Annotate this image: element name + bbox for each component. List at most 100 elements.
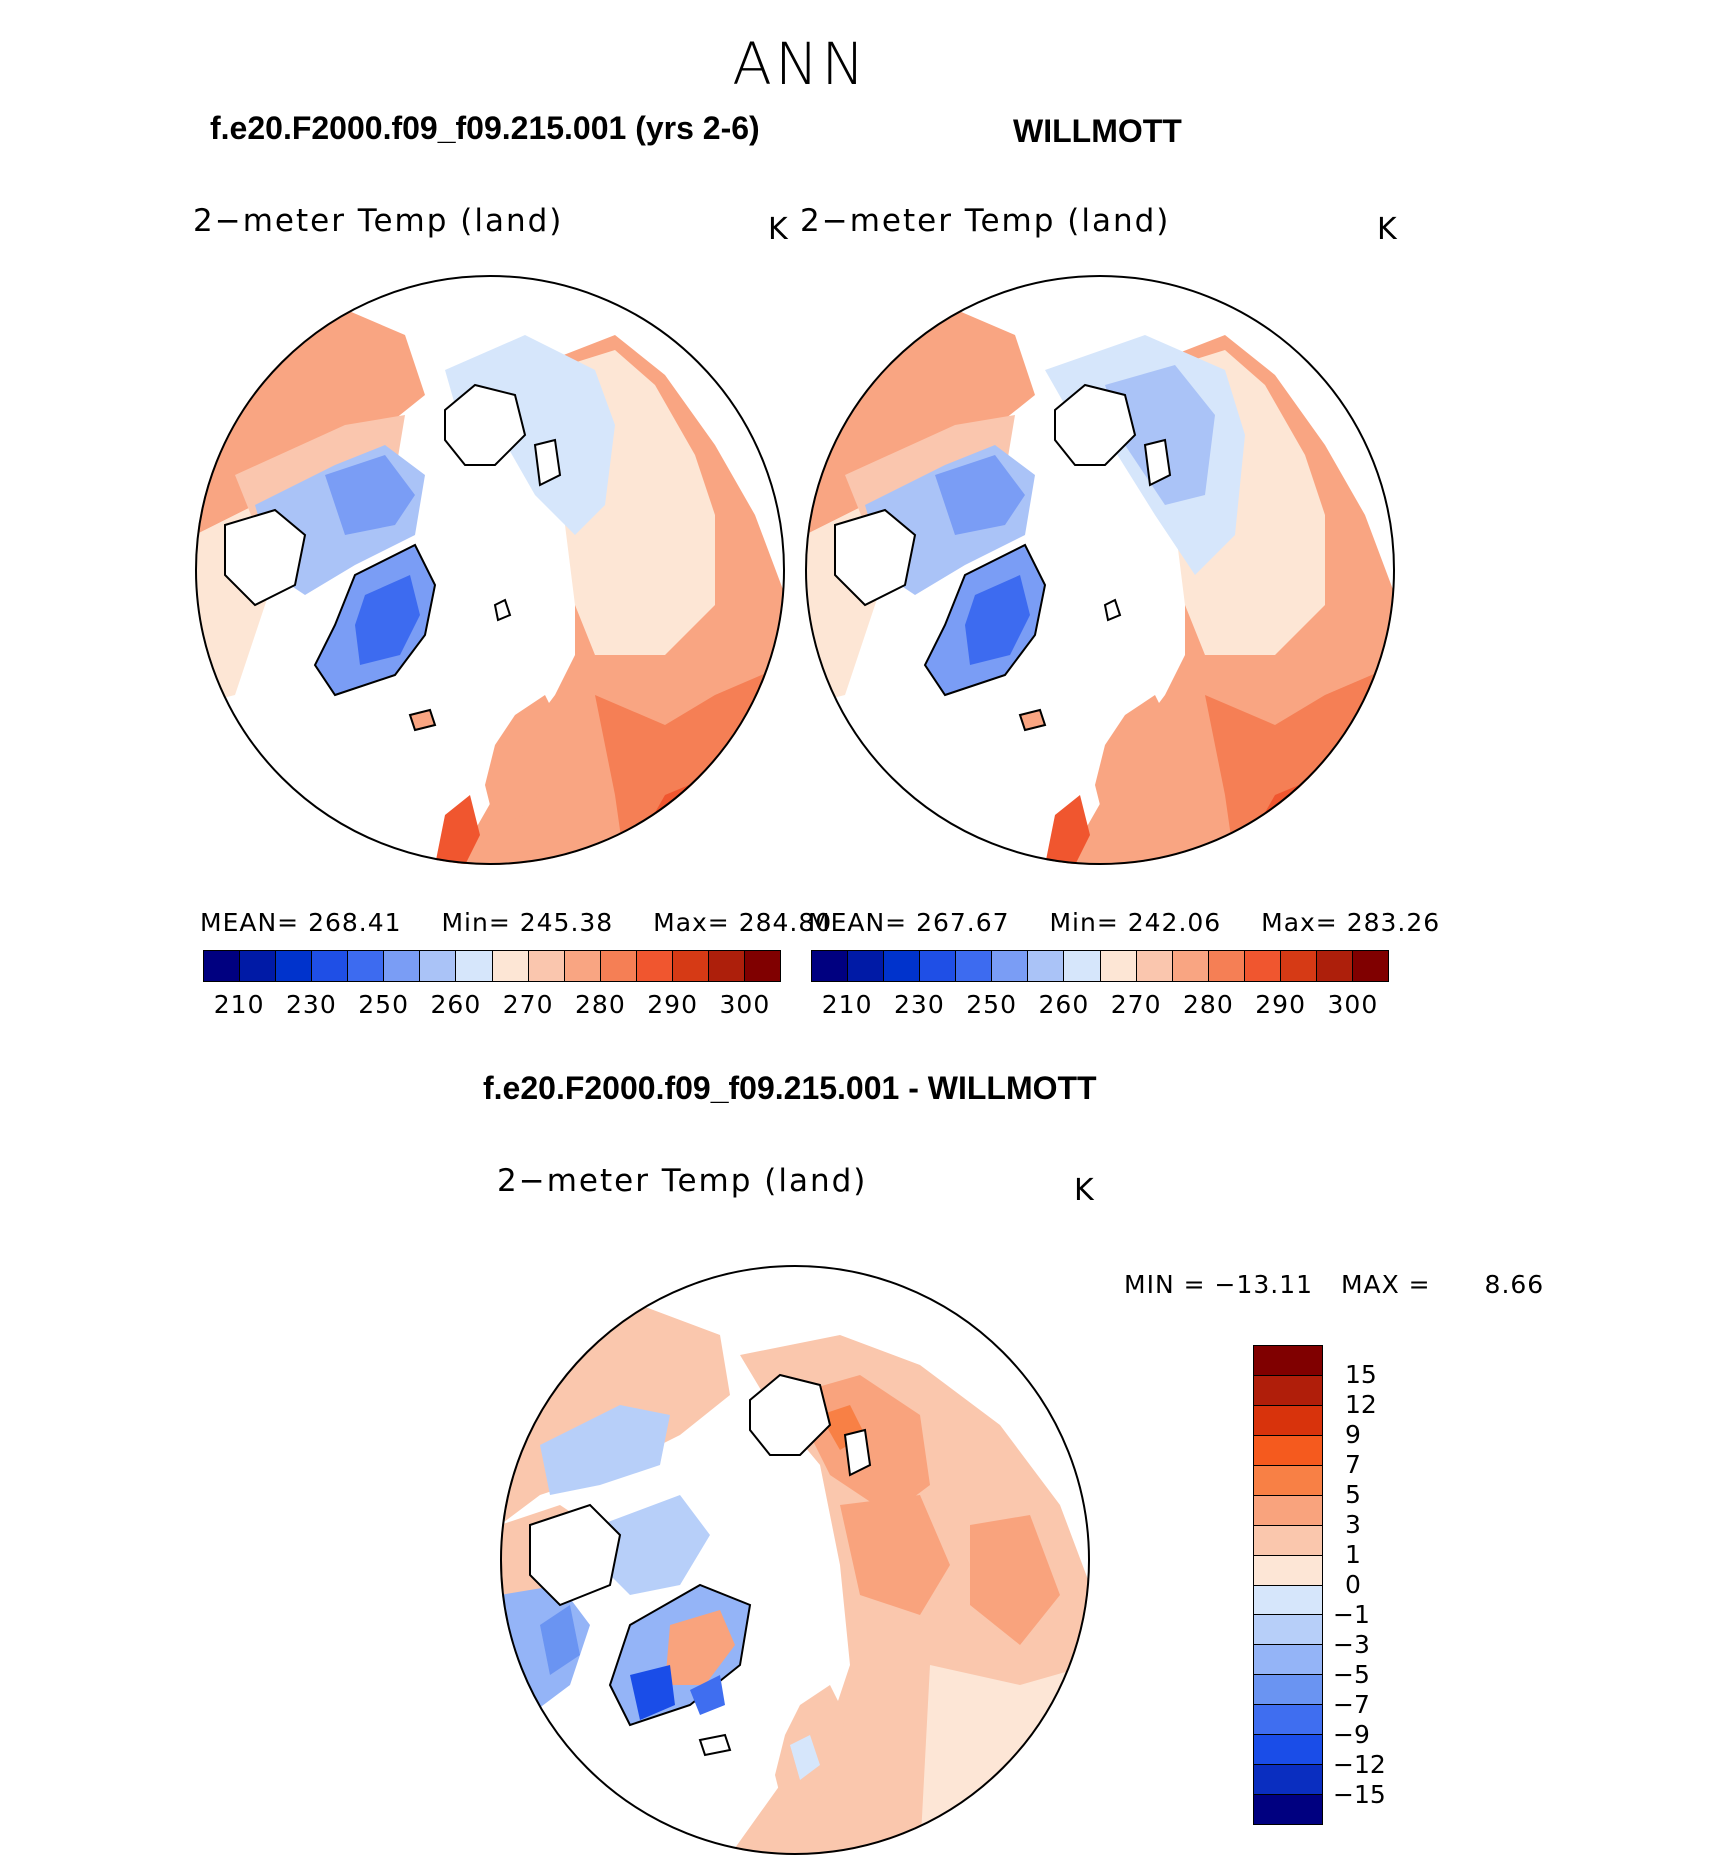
panel-1-colorbar-ticks: 210 230 250 260 270 280 290 300 bbox=[203, 990, 781, 1022]
panel-1-polar-map bbox=[195, 275, 785, 865]
panel-2-mean-label: MEAN= bbox=[808, 908, 908, 937]
diff-colorbar-tick-label: 12 bbox=[1345, 1390, 1377, 1419]
panel-2-case-title: WILLMOTT bbox=[1013, 113, 1182, 149]
diff-colorbar-swatch bbox=[1254, 1585, 1322, 1616]
panel-2-colorbar-swatch bbox=[1244, 951, 1281, 981]
diff-minmax: MIN = −13.11 MAX = 8.66 bbox=[1124, 1270, 1544, 1299]
panel-1-colorbar-swatch bbox=[672, 951, 709, 981]
diff-colorbar-tick-label: −1 bbox=[1333, 1600, 1370, 1629]
panel-2-colorbar-tick-label: 300 bbox=[1327, 990, 1379, 1019]
panel-2-mean-value: 267.67 bbox=[916, 908, 1010, 937]
diff-colorbar-swatch bbox=[1254, 1675, 1322, 1706]
panel-2-variable-label: 2−meter Temp (land) bbox=[800, 203, 1171, 239]
panel-2-colorbar-swatch bbox=[1100, 951, 1137, 981]
diff-colorbar-tick-label: −9 bbox=[1333, 1720, 1370, 1749]
panel-2-stats: MEAN= 267.67 Min= 242.06 Max= 283.26 bbox=[808, 908, 1440, 937]
diff-colorbar-ticks: 15 12 9 7 5 3 1 0 −1 −3 −5 −7 −9 −12 −15 bbox=[1333, 1345, 1433, 1825]
diff-colorbar-tick-label: 15 bbox=[1345, 1360, 1377, 1389]
panel-2-colorbar bbox=[811, 950, 1389, 982]
panel-2-colorbar-swatch bbox=[956, 951, 993, 981]
diff-colorbar-swatch bbox=[1254, 1705, 1322, 1736]
panel-1-colorbar bbox=[203, 950, 781, 982]
panel-1-colorbar-tick-label: 290 bbox=[647, 990, 698, 1019]
diff-colorbar-swatch bbox=[1254, 1615, 1322, 1646]
diff-colorbar-swatch bbox=[1254, 1495, 1322, 1526]
panel-1-colorbar-swatch bbox=[348, 951, 385, 981]
panel-2-colorbar-swatch bbox=[1028, 951, 1065, 981]
diff-colorbar-tick-label: 7 bbox=[1345, 1450, 1361, 1479]
panel-1-case-title: f.e20.F2000.f09_f09.215.001 (yrs 2-6) bbox=[210, 110, 760, 146]
panel-1-colorbar-swatch bbox=[600, 951, 637, 981]
diff-colorbar-swatch bbox=[1254, 1525, 1322, 1556]
diff-colorbar-swatch bbox=[1254, 1346, 1322, 1376]
panel-1-colorbar-swatch bbox=[564, 951, 601, 981]
panel-2-max-label: Max= bbox=[1261, 908, 1338, 937]
diff-colorbar-tick-label: −3 bbox=[1333, 1630, 1370, 1659]
panel-2-colorbar-tick-label: 260 bbox=[1038, 990, 1090, 1019]
panel-2-polar-map bbox=[805, 275, 1395, 865]
panel-1-colorbar-tick-label: 250 bbox=[358, 990, 409, 1019]
panel-2-colorbar-swatch bbox=[920, 951, 957, 981]
panel-1-colorbar-swatch bbox=[708, 951, 745, 981]
diff-min-value: −13.11 bbox=[1214, 1270, 1314, 1299]
panel-2-colorbar-ticks: 210 230 250 260 270 280 290 300 bbox=[811, 990, 1389, 1022]
panel-2-colorbar-swatch bbox=[1352, 951, 1388, 981]
panel-1-colorbar-swatch bbox=[204, 951, 241, 981]
diff-colorbar-tick-label: −5 bbox=[1333, 1660, 1370, 1689]
panel-2-colorbar-swatch bbox=[1280, 951, 1317, 981]
panel-1-mean-label: MEAN= bbox=[200, 908, 300, 937]
diff-colorbar-swatch bbox=[1254, 1645, 1322, 1676]
diff-colorbar-tick-label: −15 bbox=[1333, 1780, 1386, 1809]
panel-2-colorbar-swatch bbox=[1172, 951, 1209, 981]
panel-2-units-label: K bbox=[1377, 212, 1397, 247]
siberia-cool-region bbox=[445, 335, 615, 535]
diff-min-label: MIN = bbox=[1124, 1270, 1206, 1299]
diff-colorbar-tick-label: −12 bbox=[1333, 1750, 1386, 1779]
panel-1-colorbar-swatch bbox=[420, 951, 457, 981]
diff-title: f.e20.F2000.f09_f09.215.001 - WILLMOTT bbox=[483, 1070, 1097, 1106]
diff-units-label: K bbox=[1074, 1173, 1094, 1208]
panel-2-colorbar-tick-label: 290 bbox=[1255, 990, 1306, 1019]
panel-1-colorbar-swatch bbox=[240, 951, 277, 981]
panel-1-colorbar-tick-label: 300 bbox=[719, 990, 771, 1019]
season-title: ANN bbox=[732, 30, 868, 98]
diff-colorbar-swatch bbox=[1254, 1465, 1322, 1496]
panel-2-colorbar-tick-label: 230 bbox=[894, 990, 945, 1019]
panel-2-colorbar-swatch bbox=[1316, 951, 1353, 981]
diff-polar-map bbox=[500, 1265, 1090, 1855]
panel-1-min-value: 245.38 bbox=[519, 908, 614, 937]
panel-1-stats: MEAN= 268.41 Min= 245.38 Max= 284.80 bbox=[200, 908, 832, 937]
panel-1-colorbar-tick-label: 280 bbox=[575, 990, 626, 1019]
panel-1-colorbar-swatch bbox=[384, 951, 421, 981]
panel-1-variable-label: 2−meter Temp (land) bbox=[193, 203, 564, 239]
panel-2-colorbar-tick-label: 250 bbox=[966, 990, 1017, 1019]
panel-1-colorbar-swatch bbox=[456, 951, 493, 981]
diff-colorbar-tick-label: 3 bbox=[1345, 1510, 1361, 1539]
panel-2-colorbar-swatch bbox=[848, 951, 885, 981]
panel-2-colorbar-swatch bbox=[1208, 951, 1245, 981]
diff-colorbar-swatch bbox=[1254, 1555, 1322, 1586]
diff-colorbar-tick-label: 1 bbox=[1345, 1540, 1361, 1569]
diff-colorbar-tick-label: 5 bbox=[1345, 1480, 1361, 1509]
panel-2-colorbar-tick-label: 210 bbox=[821, 990, 873, 1019]
panel-1-units-label: K bbox=[768, 212, 788, 247]
diff-variable-label: 2−meter Temp (land) bbox=[497, 1163, 868, 1199]
diff-colorbar-swatch bbox=[1254, 1435, 1322, 1466]
panel-2-colorbar-swatch bbox=[992, 951, 1029, 981]
panel-1-colorbar-tick-label: 270 bbox=[502, 990, 554, 1019]
diff-colorbar-swatch bbox=[1254, 1765, 1322, 1796]
diff-max-label: MAX = bbox=[1340, 1270, 1431, 1299]
panel-2-colorbar-swatch bbox=[884, 951, 921, 981]
panel-1-colorbar-tick-label: 230 bbox=[286, 990, 337, 1019]
diff-colorbar-tick-label: 9 bbox=[1345, 1420, 1361, 1449]
panel-2-min-label: Min= bbox=[1049, 908, 1119, 937]
diff-colorbar-swatch bbox=[1254, 1375, 1322, 1406]
diff-colorbar-swatch bbox=[1254, 1735, 1322, 1766]
diff-colorbar-swatch bbox=[1254, 1795, 1322, 1824]
panel-1-colorbar-tick-label: 260 bbox=[430, 990, 482, 1019]
panel-2-min-value: 242.06 bbox=[1127, 908, 1222, 937]
panel-1-min-label: Min= bbox=[441, 908, 511, 937]
panel-1-max-label: Max= bbox=[653, 908, 730, 937]
panel-1-colorbar-swatch bbox=[312, 951, 349, 981]
diff-max-value: 8.66 bbox=[1484, 1270, 1545, 1299]
